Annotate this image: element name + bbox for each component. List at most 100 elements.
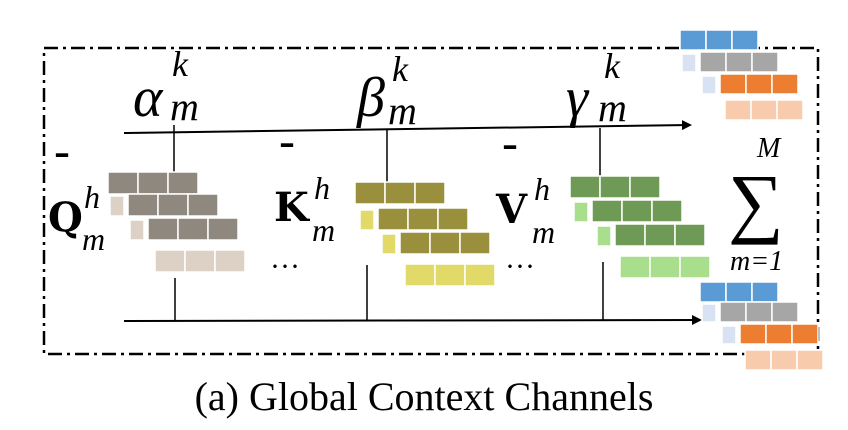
block-cell: [354, 181, 386, 205]
block-cell: [699, 281, 727, 303]
block-cell: [751, 281, 779, 303]
block-cell: [177, 217, 209, 241]
block-cell: [644, 223, 676, 247]
block-cell: [770, 349, 798, 371]
block-cell: [719, 301, 747, 323]
block-cell: [649, 255, 681, 279]
block-cell: [167, 171, 199, 195]
k-base: K: [274, 184, 310, 231]
block-cell: [591, 199, 623, 223]
block-cell: [464, 263, 496, 287]
block-cell: [701, 75, 717, 95]
block-cell: [599, 175, 631, 199]
bottom-arrow: [123, 315, 702, 326]
gamma-weight: γ k m: [566, 46, 627, 130]
block-cell: [137, 171, 169, 195]
block-cell: [725, 281, 753, 303]
ellipsis-2: ···: [505, 250, 535, 283]
q-base: Q: [48, 194, 83, 241]
sum-symbol: ∑: [728, 158, 784, 245]
block-cell: [679, 255, 711, 279]
v-bar: ¯: [500, 139, 520, 186]
block-cell: [651, 199, 683, 223]
sum-lower: m=1: [730, 246, 783, 277]
v-sup: h: [534, 171, 550, 207]
block-cell: [699, 51, 727, 73]
beta-sub: m: [388, 88, 417, 133]
block-cell: [750, 99, 778, 121]
block-cell: [701, 303, 717, 323]
block-cell: [745, 73, 773, 95]
gamma-sup: k: [604, 46, 621, 86]
block-cell: [381, 233, 397, 255]
v-matrix-label: ¯ V h m: [495, 139, 555, 250]
value-block-stack: [569, 175, 711, 279]
block-cell: [745, 301, 773, 323]
block-cell: [437, 207, 469, 231]
v-sub: m: [532, 214, 555, 250]
alpha-symbol: α: [133, 67, 164, 129]
block-cell: [129, 219, 145, 241]
block-cell: [384, 181, 416, 205]
beta-weight: β k m: [356, 49, 417, 133]
block-cell: [569, 175, 601, 199]
block-cell: [154, 249, 186, 273]
block-cell: [414, 181, 446, 205]
block-cell: [147, 217, 179, 241]
block-cell: [207, 217, 239, 241]
block-cell: [674, 223, 706, 247]
block-cell: [725, 51, 753, 73]
beta-sup: k: [392, 49, 409, 89]
k-sup: h: [314, 170, 330, 206]
block-cell: [621, 199, 653, 223]
block-cell: [407, 207, 439, 231]
block-cell: [731, 29, 759, 51]
block-cell: [429, 231, 461, 255]
gamma-sub: m: [598, 85, 627, 130]
alpha-weight: α k m: [133, 44, 199, 129]
gamma-symbol: γ: [566, 67, 590, 129]
block-cell: [765, 323, 793, 345]
output-bottom-block-stack: [699, 281, 824, 371]
block-cell: [127, 193, 159, 217]
block-cell: [796, 349, 824, 371]
summation: M ∑ m=1: [728, 133, 784, 277]
alpha-sup: k: [172, 44, 189, 84]
k-sub: m: [312, 212, 335, 248]
block-cell: [751, 51, 779, 73]
block-cell: [184, 249, 216, 273]
block-cell: [724, 99, 752, 121]
block-cell: [187, 193, 219, 217]
q-bar: ¯: [52, 147, 72, 194]
block-cell: [771, 301, 799, 323]
block-cell: [459, 231, 491, 255]
block-cell: [157, 193, 189, 217]
block-cell: [681, 53, 697, 73]
block-cell: [214, 249, 246, 273]
q-sub: m: [82, 221, 105, 257]
block-cell: [573, 201, 589, 223]
top-arrow: [123, 120, 692, 134]
block-cell: [776, 99, 804, 121]
k-matrix-label: ¯ K h m: [274, 137, 335, 248]
block-cell: [629, 175, 661, 199]
q-sup: h: [84, 179, 100, 215]
sum-upper: M: [756, 133, 782, 164]
key-block-stack: [354, 181, 496, 287]
block-cell: [739, 323, 767, 345]
block-cell: [109, 195, 125, 217]
block-cell: [404, 263, 436, 287]
block-cell: [679, 29, 707, 51]
block-cell: [705, 29, 733, 51]
figure-caption: (a) Global Context Channels: [195, 374, 654, 419]
block-cell: [719, 73, 747, 95]
block-cell: [614, 223, 646, 247]
block-cell: [377, 207, 409, 231]
k-bar: ¯: [277, 137, 297, 184]
query-block-stack: [107, 171, 246, 273]
v-base: V: [495, 186, 528, 233]
alpha-sub: m: [170, 84, 199, 129]
block-cell: [791, 323, 819, 345]
block-cell: [619, 255, 651, 279]
